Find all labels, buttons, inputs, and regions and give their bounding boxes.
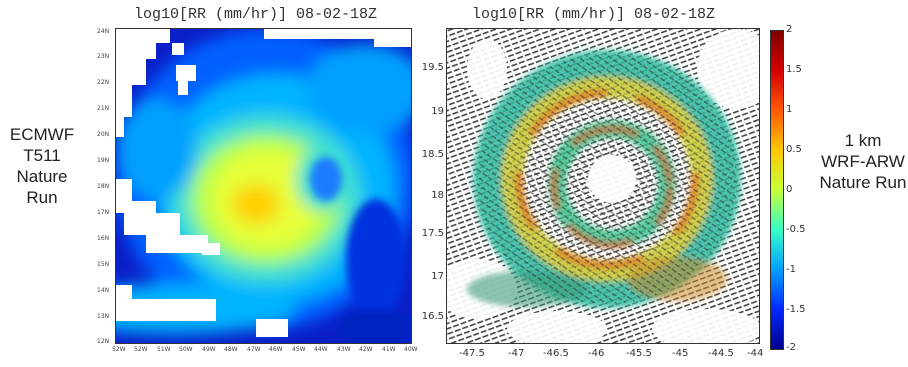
right-x-tick-label: -45 (672, 348, 689, 359)
right-panel-title: log10[RR (mm/hr)] 08-02-18Z (472, 6, 716, 23)
left-x-tick-label: 42W (359, 346, 373, 353)
right-x-tick-label: -47 (508, 348, 525, 359)
right-rain-map-image (447, 29, 759, 343)
colorbar-tick-label: 0.5 (786, 144, 802, 155)
right-model-label: 1 km WRF-ARW Nature Run (818, 130, 908, 193)
left-y-tick-label: 21N (97, 105, 110, 112)
colorbar-tick-label: 0 (786, 184, 793, 195)
colorbar-tick-label: -1.5 (786, 304, 806, 315)
left-panel-title: log10[RR (mm/hr)] 08-02-18Z (134, 6, 378, 23)
left-y-tick-label: 24N (97, 28, 110, 35)
right-x-axis: -47.5 -47 -46.5 -46 -45.5 -45 -44.5 -44 (446, 348, 776, 362)
right-x-tick-label: -45.5 (626, 348, 652, 359)
right-y-tick-label: 19.5 (421, 62, 444, 73)
right-x-tick-label: -44 (747, 348, 764, 359)
right-x-tick-label: -46 (588, 348, 605, 359)
right-x-tick-label: -44.5 (708, 348, 734, 359)
right-model-label-line3: Nature Run (819, 173, 907, 192)
left-model-label: ECMWF T511 Nature Run (4, 124, 80, 208)
left-x-tick-label: 50W (179, 346, 193, 353)
left-x-tick-label: 52W (112, 346, 126, 353)
right-rain-map (446, 28, 760, 344)
left-y-tick-label: 15N (97, 261, 110, 268)
left-y-tick-label: 22N (97, 79, 110, 86)
left-x-tick-label: 41W (382, 346, 396, 353)
right-x-tick-label: -47.5 (459, 348, 485, 359)
right-y-tick-label: 18 (431, 190, 444, 201)
colorbar-tick-label: 1 (786, 104, 793, 115)
left-x-tick-label: 48W (224, 346, 238, 353)
left-y-tick-label: 16N (97, 235, 110, 242)
left-y-tick-label: 12N (97, 338, 110, 345)
colorbar-tick-label: -1 (786, 264, 796, 275)
right-y-tick-label: 19 (431, 106, 444, 117)
left-x-tick-label: 40W (404, 346, 418, 353)
left-y-tick-label: 17N (97, 209, 110, 216)
left-x-tick-label: 46W (269, 346, 283, 353)
right-x-tick-label: -46.5 (543, 348, 569, 359)
left-x-tick-label: 51W (157, 346, 171, 353)
colorbar (770, 30, 784, 350)
left-model-label-line1: ECMWF (9, 125, 75, 144)
left-y-tick-label: 19N (97, 157, 110, 164)
right-y-axis: 19.5 19 18.5 18 17.5 17 16.5 (418, 28, 444, 344)
left-y-tick-label: 20N (97, 131, 110, 138)
left-y-tick-label: 13N (97, 313, 110, 320)
colorbar-tick-label: -2 (786, 342, 796, 353)
left-y-axis: 24N 23N 22N 21N 20N 19N 18N 17N 16N 15N … (97, 28, 113, 345)
left-x-tick-label: 49W (202, 346, 216, 353)
left-y-tick-label: 23N (97, 53, 110, 60)
right-y-tick-label: 18.5 (421, 149, 444, 160)
right-y-tick-label: 16.5 (421, 311, 444, 322)
left-y-tick-label: 18N (97, 183, 110, 190)
left-rain-map (115, 28, 412, 344)
left-x-tick-label: 47W (247, 346, 261, 353)
colorbar-tick-label: -0.5 (786, 224, 806, 235)
left-x-tick-label: 52W (134, 346, 148, 353)
right-model-label-line2: WRF-ARW (821, 152, 905, 171)
right-model-label-line1: 1 km (844, 131, 882, 150)
left-x-tick-label: 45W (292, 346, 306, 353)
right-y-tick-label: 17 (431, 271, 444, 282)
left-y-tick-label: 14N (97, 287, 110, 294)
left-x-tick-label: 44W (314, 346, 328, 353)
left-rain-map-image (116, 29, 411, 343)
left-x-axis: 52W 52W 51W 50W 49W 48W 47W 46W 45W 44W … (112, 346, 418, 356)
colorbar-ticks: 2 1.5 1 0.5 0 -0.5 -1 -1.5 -2 (786, 24, 816, 354)
left-model-label-line3: Nature Run (16, 167, 68, 207)
colorbar-tick-label: 2 (786, 24, 793, 35)
left-x-tick-label: 43W (337, 346, 351, 353)
colorbar-tick-label: 1.5 (786, 64, 802, 75)
left-model-label-line2: T511 (23, 146, 61, 165)
right-y-tick-label: 17.5 (421, 228, 444, 239)
